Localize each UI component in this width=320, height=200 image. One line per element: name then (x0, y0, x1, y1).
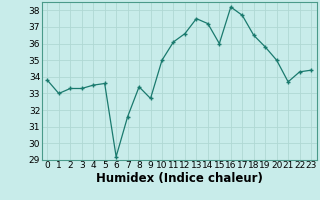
X-axis label: Humidex (Indice chaleur): Humidex (Indice chaleur) (96, 172, 263, 185)
